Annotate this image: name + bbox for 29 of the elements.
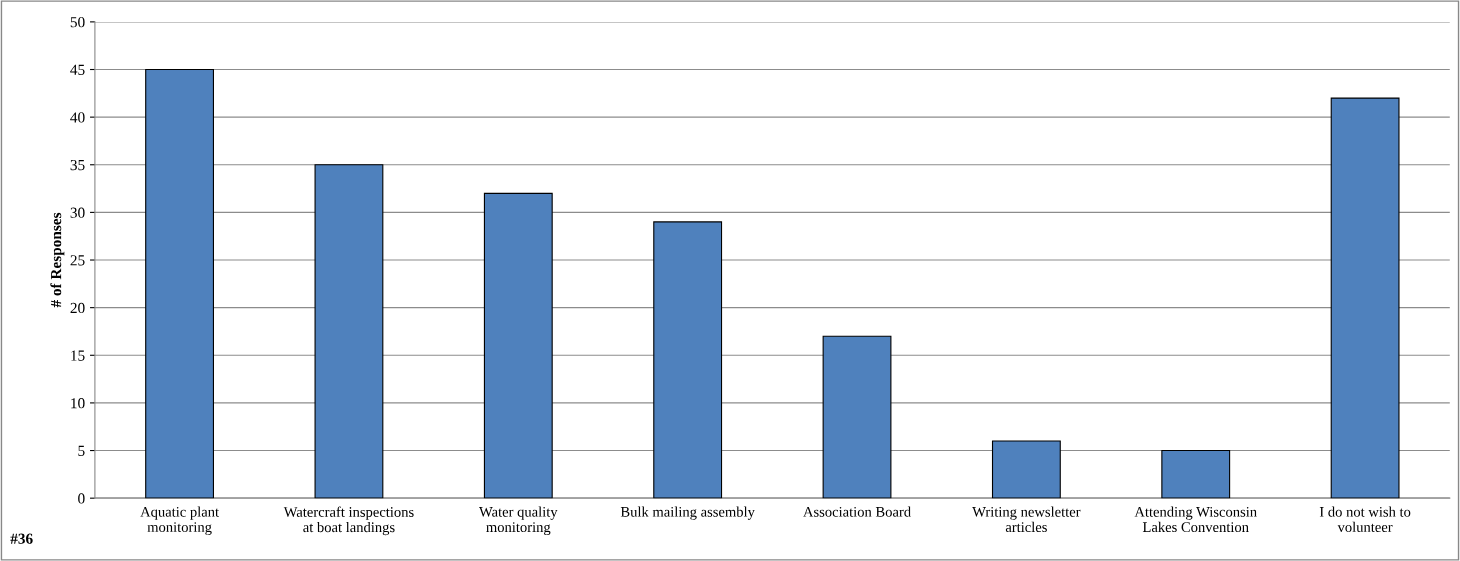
y-tick-label: 40 [70,112,85,123]
y-axis-title: # of Responses [50,212,65,308]
y-tick-label: 35 [70,159,85,171]
y-tick-label: 5 [78,445,85,456]
y-tick-label: 10 [71,398,85,409]
y-tick-label: 30 [70,207,85,218]
bar [991,440,1061,499]
x-tick-label: Attending Wisconsin Lakes Convention [1134,506,1257,533]
y-tick-label: 15 [71,350,85,361]
x-tick-label: I do not wish to volunteer [1319,506,1411,533]
x-tick-label: Aquatic plant monitoring [140,506,219,536]
x-tick-label: Watercraft inspections at boat landings [283,506,414,536]
bar [1161,449,1231,499]
text: #36 [10,533,33,544]
x-tick-label: Association Board [803,506,911,517]
y-tick-label: 20 [70,302,85,314]
y-tick-label: 0 [78,493,85,504]
x-tick-label: Water quality monitoring [479,506,558,536]
y-tick-label: 50 [70,17,85,28]
bar [314,164,384,499]
bar [483,192,553,499]
y-tick-label: 25 [70,255,85,266]
x-tick-label: Bulk mailing assembly [620,506,755,520]
x-tick-label: Writing newsletter articles [972,506,1081,533]
bar [145,68,215,499]
bar [1330,97,1400,499]
y-tick-label: 45 [70,64,85,75]
bar [822,335,892,499]
bar [653,221,723,499]
